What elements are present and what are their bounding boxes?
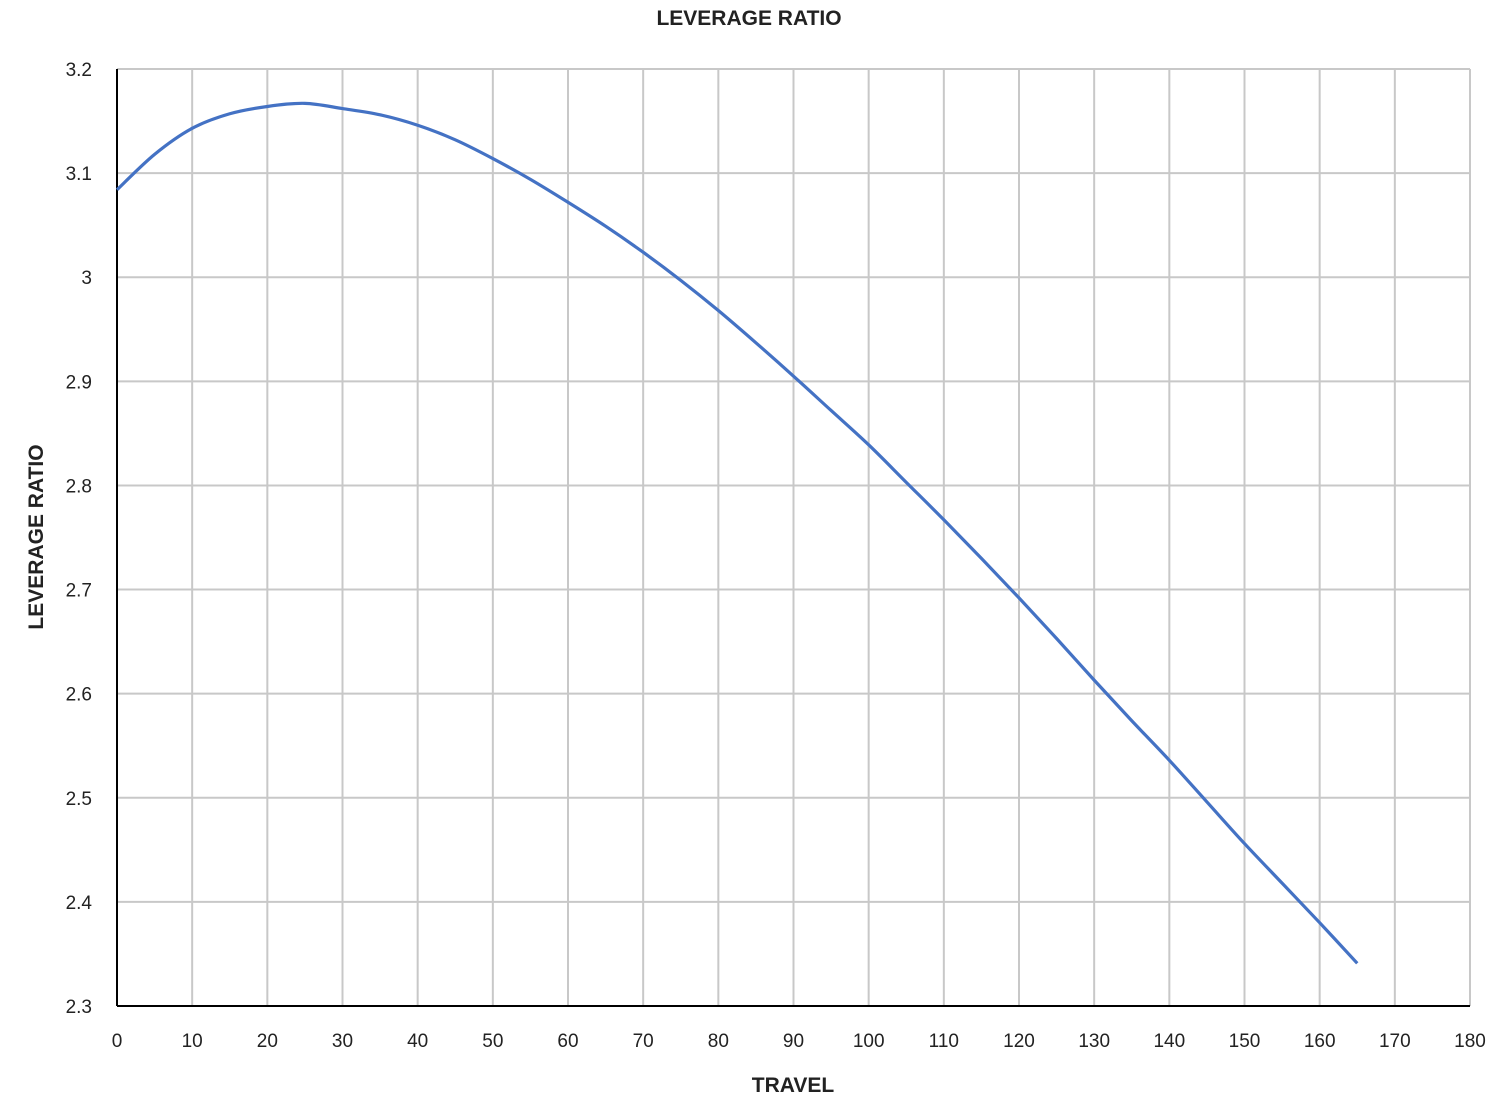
y-tick-label: 2.6 xyxy=(66,685,92,706)
y-tick-label: 3.2 xyxy=(66,60,92,81)
x-tick-label: 120 xyxy=(1003,1031,1035,1052)
y-tick-label: 2.5 xyxy=(66,789,92,810)
chart-title: LEVERAGE RATIO xyxy=(656,7,841,30)
x-tick-label: 70 xyxy=(633,1031,654,1052)
y-axis-label: LEVERAGE RATIO xyxy=(25,444,48,629)
grid xyxy=(116,68,1471,1007)
x-tick-label: 60 xyxy=(557,1031,578,1052)
x-tick-labels: 0 10 20 30 40 50 60 70 80 90 100 110 120 130 140 150 160… xyxy=(112,1031,1486,1052)
y-tick-label: 2.7 xyxy=(66,581,92,602)
y-tick-label: 2.3 xyxy=(66,997,92,1018)
series xyxy=(115,101,1359,965)
series-line xyxy=(115,101,1359,965)
y-tick-label: 2.8 xyxy=(66,476,92,497)
y-tick-label: 3.1 xyxy=(66,164,92,185)
x-tick-label: 110 xyxy=(929,1031,959,1052)
x-tick-label: 30 xyxy=(332,1031,353,1052)
x-tick-label: 50 xyxy=(482,1031,503,1052)
x-tick-label: 100 xyxy=(853,1031,885,1052)
x-tick-label: 170 xyxy=(1379,1031,1411,1052)
x-tick-label: 90 xyxy=(783,1031,804,1052)
y-tick-label: 2.4 xyxy=(66,893,93,914)
x-tick-label: 160 xyxy=(1304,1031,1336,1052)
x-tick-label: 140 xyxy=(1153,1031,1185,1052)
x-tick-label: 180 xyxy=(1454,1031,1486,1052)
x-tick-label: 130 xyxy=(1078,1031,1110,1052)
y-tick-label: 2.9 xyxy=(66,372,92,393)
x-axis-label: TRAVEL xyxy=(752,1074,835,1097)
x-tick-label: 40 xyxy=(407,1031,428,1052)
x-tick-label: 80 xyxy=(708,1031,729,1052)
x-tick-label: 20 xyxy=(257,1031,278,1052)
x-tick-label: 150 xyxy=(1229,1031,1261,1052)
y-tick-labels: 2.3 2.4 2.5 2.6 2.7 2.8 2.9 3 3.1 3.2 xyxy=(66,60,93,1018)
y-tick-label: 3 xyxy=(81,268,92,289)
x-tick-label: 10 xyxy=(182,1031,203,1052)
x-tick-label: 0 xyxy=(112,1031,123,1052)
